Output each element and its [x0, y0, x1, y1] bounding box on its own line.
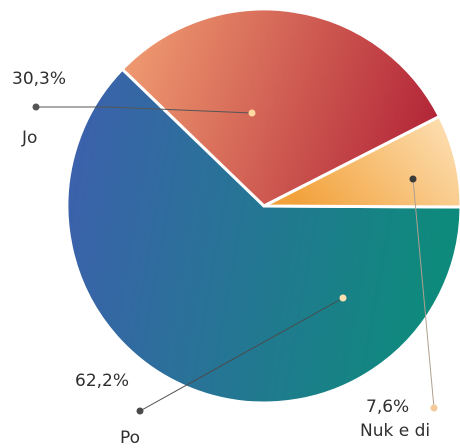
- value-label-nuk-e-di: 7,6%: [366, 397, 409, 417]
- category-label-po: Po: [120, 428, 140, 448]
- slice-po: [65, 67, 460, 405]
- category-label-nuk-e-di: Nuk e di: [360, 421, 430, 441]
- slice-nuk-e-di: [262, 114, 460, 209]
- leader-po-end-dot: [136, 407, 144, 415]
- leader-po-anchor-dot: [339, 294, 347, 302]
- leader-jo-anchor-dot: [248, 109, 256, 117]
- leader-jo-end-dot: [32, 103, 40, 111]
- leader-nuk-e-di: [412, 178, 435, 409]
- value-label-jo: 30,3%: [12, 69, 66, 89]
- leader-nuk-e-di-anchor-dot: [409, 175, 417, 183]
- leader-jo: [36, 106, 253, 114]
- value-label-po: 62,2%: [75, 371, 129, 391]
- category-label-jo: Jo: [21, 128, 37, 148]
- leader-nuk-e-di-end-dot: [430, 404, 438, 412]
- leader-po: [139, 297, 344, 412]
